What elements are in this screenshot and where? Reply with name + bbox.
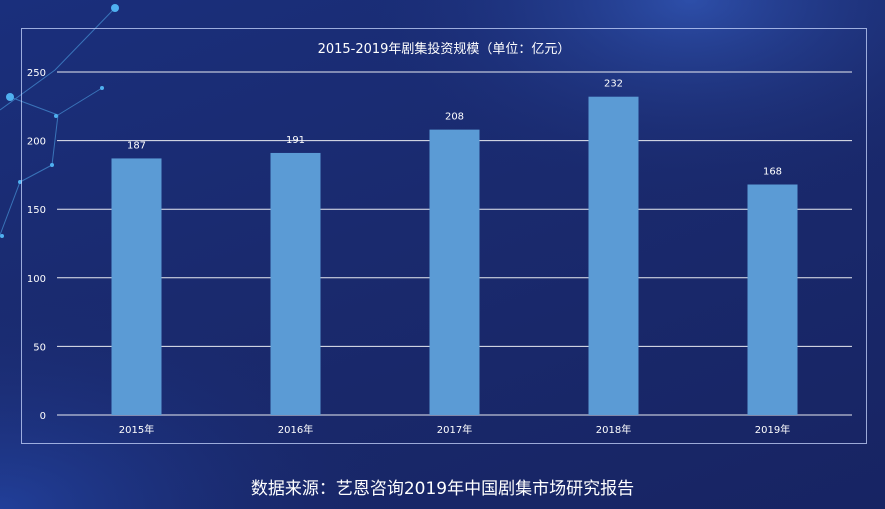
y-tick-label-50: 50 xyxy=(33,342,46,353)
x-tick-label-2016年: 2016年 xyxy=(278,423,313,436)
y-tick-label-0: 0 xyxy=(40,411,46,422)
y-tick-label-200: 200 xyxy=(27,137,46,148)
y-tick-label-150: 150 xyxy=(27,205,46,216)
network-nodes-decoration xyxy=(0,4,119,238)
bar-2017年 xyxy=(429,129,480,415)
chart-title: 2015-2019年剧集投资规模（单位：亿元） xyxy=(317,42,571,57)
data-source-note: 数据来源：艺恩咨询2019年中国剧集市场研究报告 xyxy=(250,479,635,499)
y-tick-label-250: 250 xyxy=(27,68,46,79)
x-tick-label-2019年: 2019年 xyxy=(755,423,790,436)
y-tick-label-100: 100 xyxy=(27,274,46,285)
bar-2015年 xyxy=(111,158,162,415)
bar-2019年 xyxy=(747,184,798,415)
data-label-2019年: 168 xyxy=(763,167,782,178)
x-tick-label-2015年: 2015年 xyxy=(119,423,154,436)
data-label-2015年: 187 xyxy=(127,140,146,151)
x-tick-label-2018年: 2018年 xyxy=(596,423,631,436)
data-label-2017年: 208 xyxy=(445,112,464,123)
data-label-2018年: 232 xyxy=(604,79,623,90)
bar-2016年 xyxy=(270,152,321,415)
x-tick-label-2017年: 2017年 xyxy=(437,423,472,436)
data-label-2016年: 191 xyxy=(286,135,305,146)
chart-frame xyxy=(21,28,867,444)
bar-2018年 xyxy=(588,96,639,416)
